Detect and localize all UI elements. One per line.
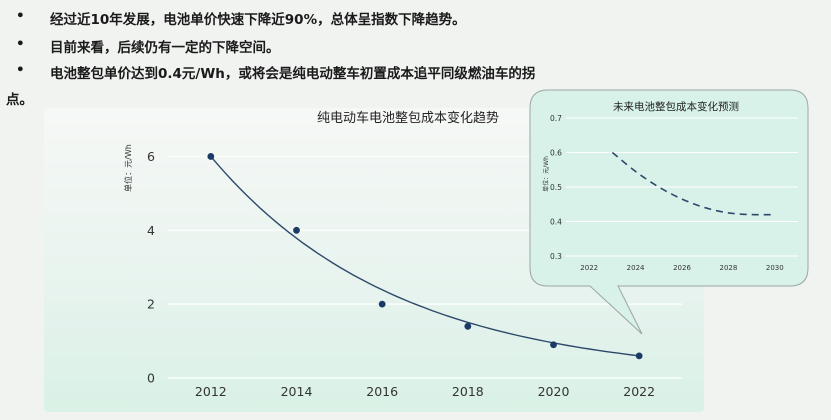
inset-x-ticks: 2022 2024 2026 2028 2030 xyxy=(580,264,783,272)
main-x-tick-label: 2020 xyxy=(538,384,570,399)
inset-y-tick-label: 0.4 xyxy=(550,218,562,227)
inset-x-tick-label: 2022 xyxy=(580,264,598,272)
inset-callout: 未来电池整包成本变化预测 单位：元/Wh 0.3 0.4 0.5 0.6 0.7 202… xyxy=(529,89,809,335)
bullet-dot: • xyxy=(16,62,25,78)
inset-forecast-line xyxy=(611,151,775,216)
main-y-tick-label: 4 xyxy=(147,223,155,238)
inset-gridlines xyxy=(566,117,798,257)
inset-chart-title: 未来电池整包成本变化预测 xyxy=(613,100,739,113)
main-y-tick-label: 0 xyxy=(147,371,155,386)
main-chart-title: 纯电动车电池整包成本变化趋势 xyxy=(317,110,499,126)
bullet-continuation: 点。 xyxy=(6,92,33,108)
inset-y-tick-label: 0.7 xyxy=(550,114,562,123)
inset-bubble xyxy=(529,89,809,335)
main-data-point xyxy=(550,341,557,349)
inset-y-tick-label: 0.5 xyxy=(550,183,562,192)
main-data-point xyxy=(378,300,386,308)
main-x-tick-label: 2018 xyxy=(452,384,484,399)
bullet-text: 经过近10年发展，电池单价快速下降近90%，总体呈指数下降趋势。 xyxy=(50,12,466,28)
main-x-ticks: 2012 2014 2016 2018 2020 2022 xyxy=(195,384,655,399)
main-y-ticks: 0 2 4 6 xyxy=(147,149,155,386)
main-trend-curve xyxy=(210,156,640,357)
main-data-point xyxy=(207,153,215,160)
bullet-text: 电池整包单价达到0.4元/Wh，或将会是纯电动整车初置成本追平同级燃油车的拐 xyxy=(50,66,536,82)
main-x-tick-label: 2014 xyxy=(281,384,313,399)
bullet-text: 目前来看，后续仍有一定的下降空间。 xyxy=(50,40,280,56)
inset-y-ticks: 0.3 0.4 0.5 0.6 0.7 xyxy=(550,114,562,261)
main-y-tick-label: 2 xyxy=(147,297,155,312)
bullet-dot: • xyxy=(16,8,25,24)
inset-y-axis-label: 单位：元/Wh xyxy=(542,156,550,192)
inset-x-tick-label: 2030 xyxy=(766,264,784,272)
bullet-dot: • xyxy=(16,36,25,52)
inset-x-tick-label: 2026 xyxy=(673,264,691,272)
main-x-tick-label: 2016 xyxy=(366,384,398,399)
main-data-point xyxy=(464,322,472,330)
main-x-tick-label: 2022 xyxy=(623,384,655,399)
inset-y-tick-label: 0.6 xyxy=(550,149,562,158)
main-data-point xyxy=(635,352,643,360)
inset-x-tick-label: 2024 xyxy=(627,264,645,272)
main-y-axis-label: 单位：元/Wh xyxy=(123,144,133,192)
main-y-tick-label: 6 xyxy=(147,149,155,164)
main-data-point xyxy=(293,226,300,234)
main-data-points xyxy=(207,153,643,360)
main-x-tick-label: 2012 xyxy=(195,384,227,399)
inset-y-tick-label: 0.3 xyxy=(550,252,562,261)
inset-x-tick-label: 2028 xyxy=(719,264,737,272)
